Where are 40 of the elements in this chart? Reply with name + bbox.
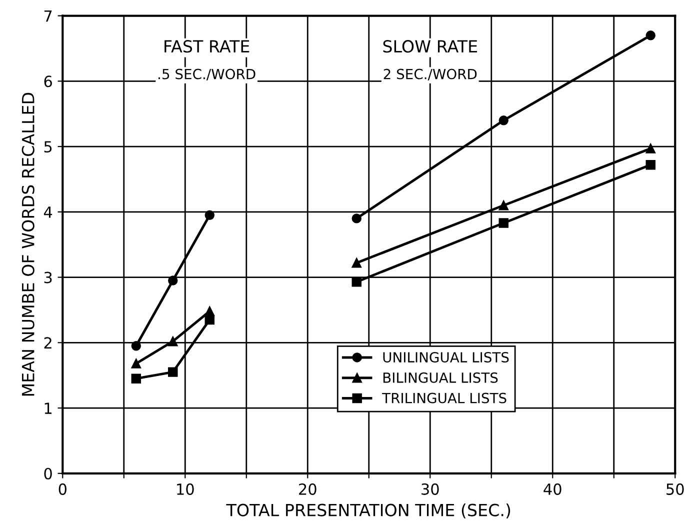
point	[352, 276, 362, 287]
y-tick-label: 7	[44, 10, 52, 22]
legend-label: TRILINGUAL LISTS	[382, 392, 506, 404]
point	[131, 358, 141, 368]
point	[352, 214, 362, 224]
annotation: 2 SEC./WORD	[384, 68, 477, 80]
point	[131, 374, 141, 384]
y-tick-label: 5	[44, 141, 52, 153]
point	[498, 218, 508, 228]
point	[498, 116, 508, 126]
point	[168, 336, 178, 346]
point	[204, 210, 214, 220]
x-tick-label: 10	[177, 483, 194, 495]
y-tick-label: 6	[44, 76, 52, 88]
point	[498, 200, 508, 210]
x-tick-label: 30	[422, 483, 439, 495]
point	[646, 30, 656, 40]
point	[646, 144, 656, 154]
point	[168, 276, 178, 286]
y-tick-label: 0	[44, 468, 52, 480]
x-tick-label: 20	[299, 483, 316, 495]
point	[131, 341, 141, 351]
legend-label: UNILINGUAL LISTS	[383, 352, 509, 363]
point	[646, 160, 656, 170]
y-tick-label: 4	[44, 206, 52, 218]
annotation: .5 SEC./WORD	[158, 68, 256, 80]
point	[204, 314, 214, 325]
point	[168, 367, 178, 377]
y-tick-label: 2	[44, 337, 52, 348]
x-tick-label: 50	[666, 483, 684, 495]
y-axis-title: MEAN NUMBE OF WORDS RECALLED	[22, 92, 34, 396]
x-axis-title: TOTAL PRESENTATION TIME (SEC.)	[226, 503, 510, 518]
x-tick-label: 40	[544, 483, 562, 495]
legend-label: BILINGUAL LISTS	[383, 372, 498, 383]
point	[352, 258, 362, 268]
annotation: SLOW RATE	[383, 40, 478, 53]
y-tick-label: 3	[44, 272, 52, 284]
x-tick-label: 0	[58, 483, 66, 495]
y-tick-label: 1	[44, 402, 52, 414]
annotation: FAST RATE	[164, 40, 250, 53]
